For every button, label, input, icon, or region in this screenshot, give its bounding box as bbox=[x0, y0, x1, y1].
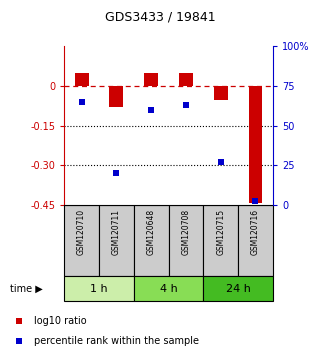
Text: GSM120715: GSM120715 bbox=[216, 209, 225, 255]
Text: time ▶: time ▶ bbox=[10, 284, 42, 293]
Bar bbox=[144, 73, 158, 86]
Bar bbox=[134, 276, 203, 301]
Text: 24 h: 24 h bbox=[226, 284, 250, 293]
Text: 1 h: 1 h bbox=[90, 284, 108, 293]
Text: 4 h: 4 h bbox=[160, 284, 178, 293]
Bar bbox=[203, 276, 273, 301]
Bar bbox=[74, 73, 89, 86]
Text: GDS3433 / 19841: GDS3433 / 19841 bbox=[105, 11, 216, 24]
Text: GSM120648: GSM120648 bbox=[147, 209, 156, 255]
Text: GSM120711: GSM120711 bbox=[112, 209, 121, 255]
Bar bbox=[64, 276, 134, 301]
Bar bbox=[109, 86, 123, 107]
Bar bbox=[203, 205, 238, 276]
Text: log10 ratio: log10 ratio bbox=[34, 316, 87, 326]
Text: GSM120708: GSM120708 bbox=[181, 209, 190, 255]
Text: percentile rank within the sample: percentile rank within the sample bbox=[34, 336, 199, 346]
Text: GSM120710: GSM120710 bbox=[77, 209, 86, 255]
Bar bbox=[99, 205, 134, 276]
Bar bbox=[248, 86, 262, 202]
Bar bbox=[179, 73, 193, 86]
Bar bbox=[169, 205, 203, 276]
Bar bbox=[238, 205, 273, 276]
Bar bbox=[214, 86, 228, 101]
Bar bbox=[64, 205, 99, 276]
Text: GSM120716: GSM120716 bbox=[251, 209, 260, 255]
Bar bbox=[134, 205, 169, 276]
